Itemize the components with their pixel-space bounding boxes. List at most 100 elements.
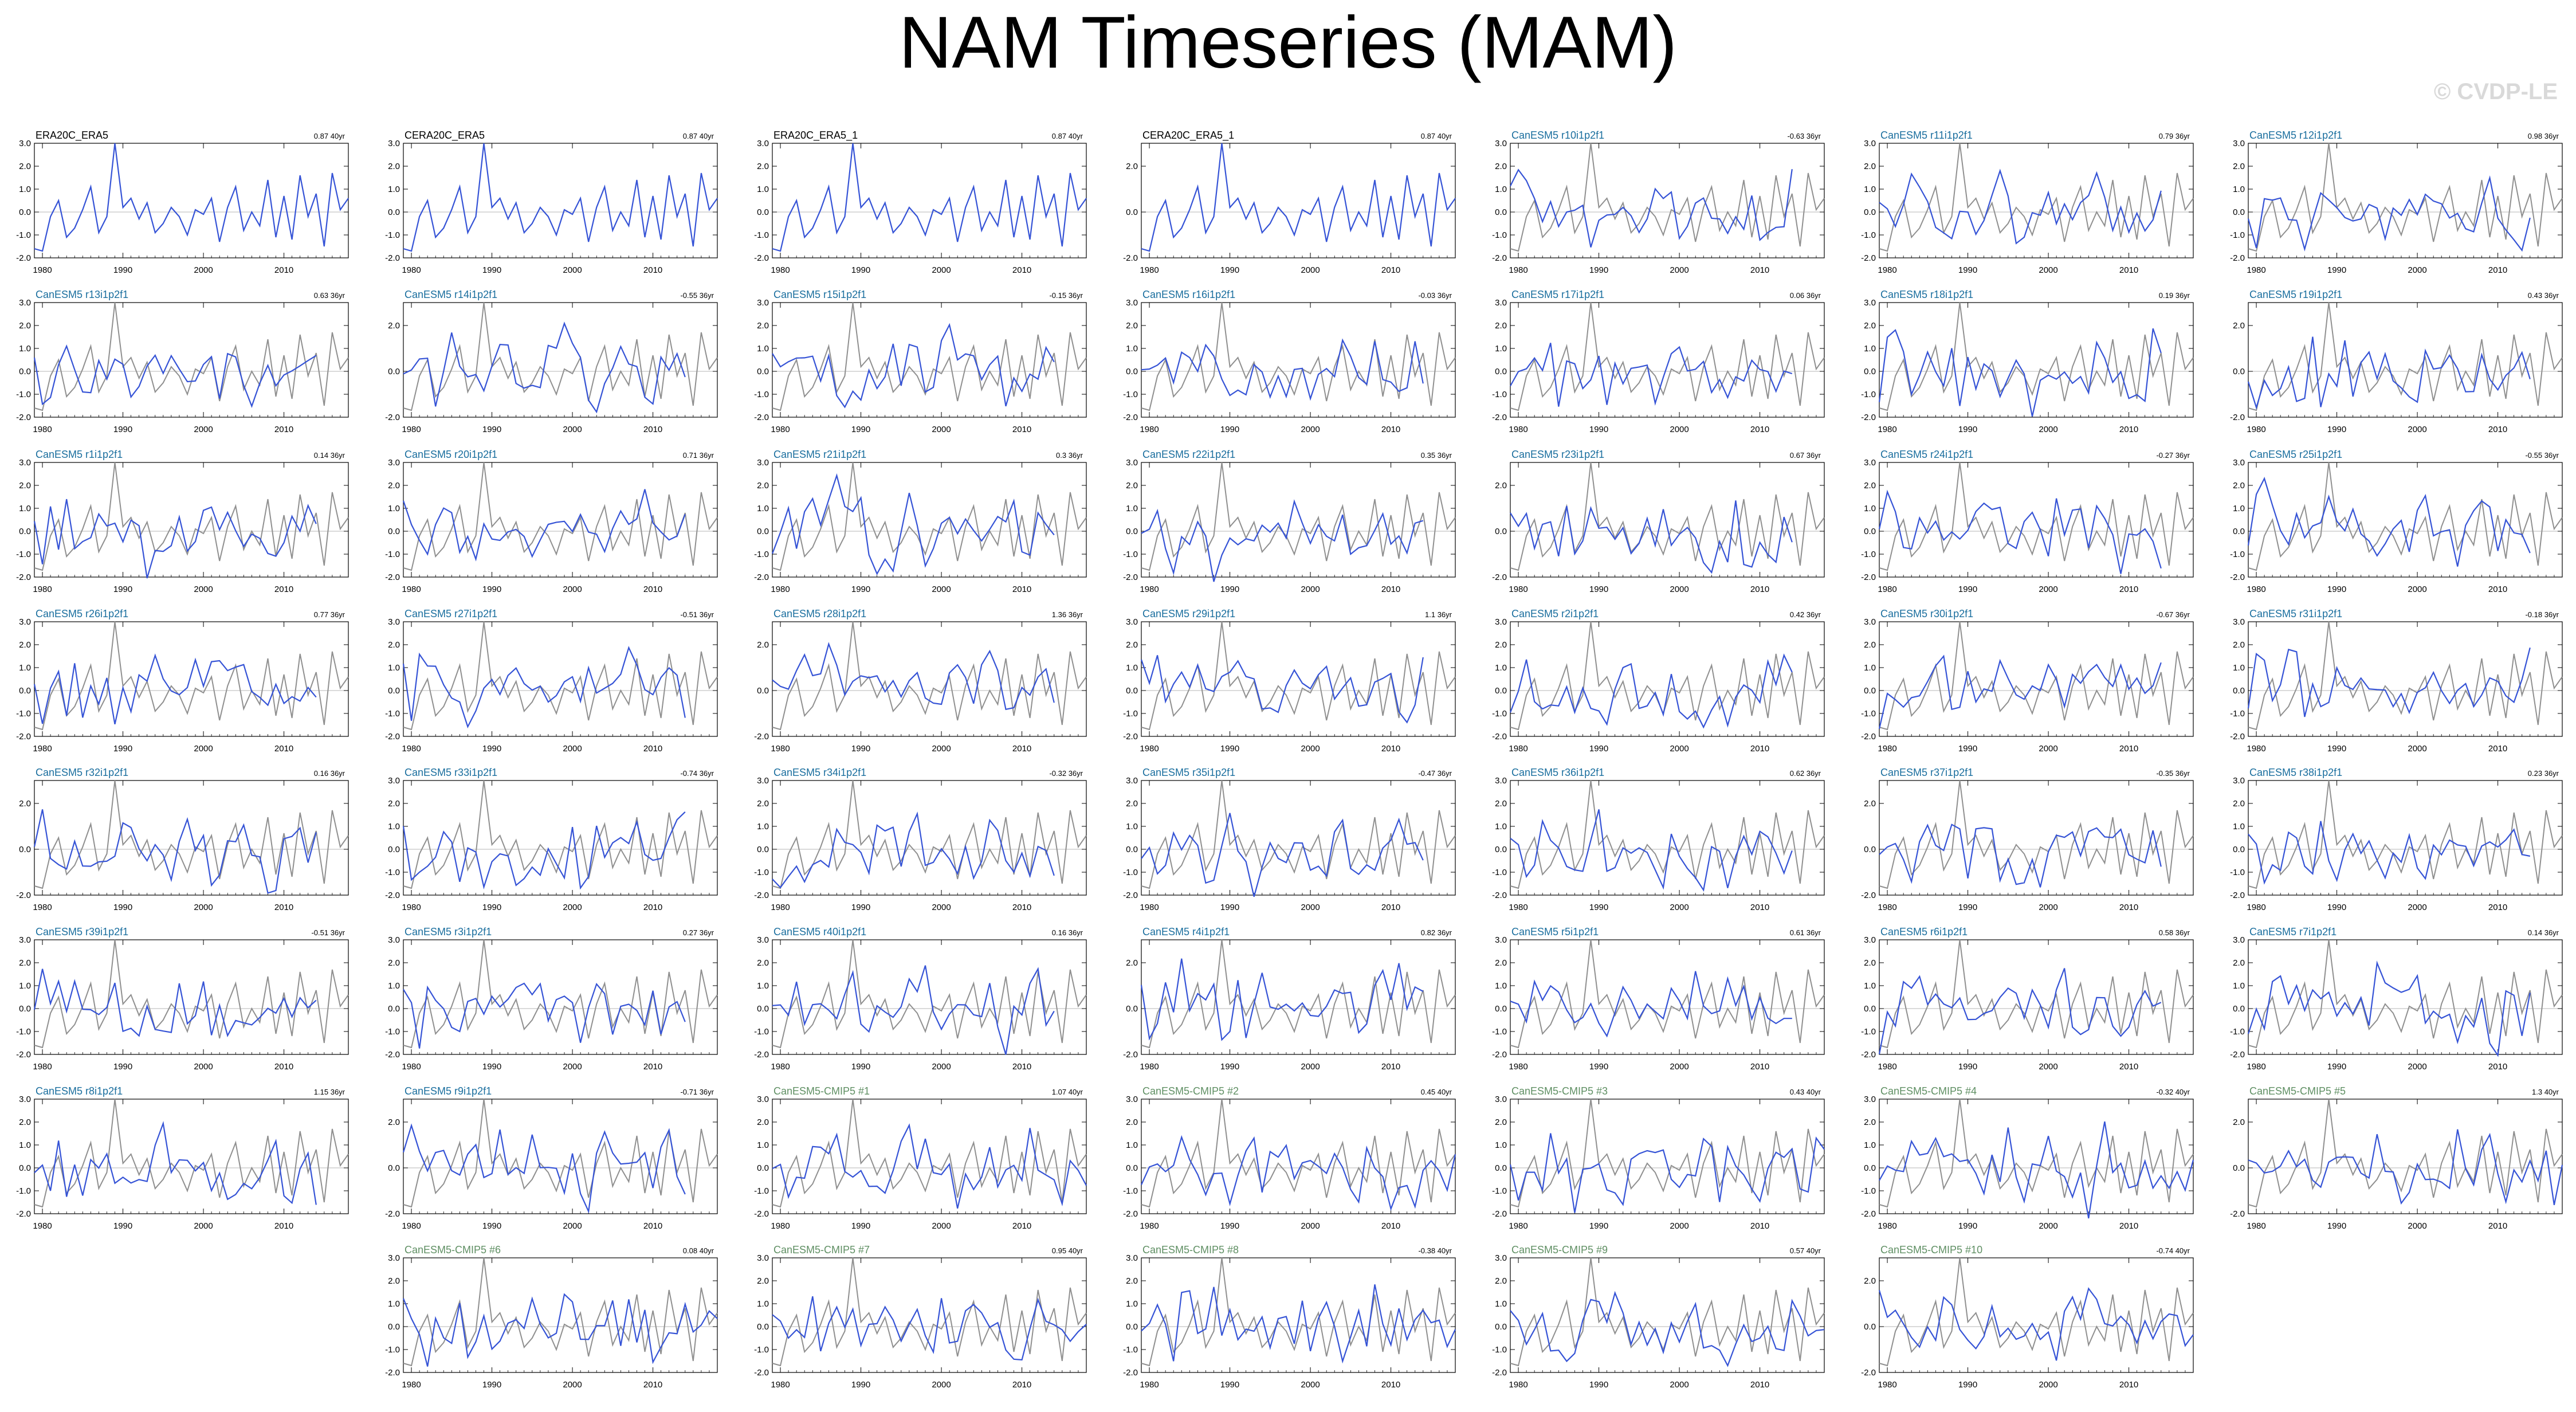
panel: CanESM5 r22i1p2f1 0.35 36yr 3.0 2.0 1.0 0.0 -1… <box>1123 449 1456 594</box>
y-tick-label: 1.0 <box>1495 185 1507 194</box>
x-tick-label: 1990 <box>113 585 132 594</box>
y-tick-label: -2.0 <box>16 1209 31 1219</box>
y-tick-label: 1.0 <box>388 504 400 513</box>
y-tick-label: 0.0 <box>1495 686 1507 696</box>
x-tick-label: 2000 <box>1670 585 1688 594</box>
y-tick-label: 1.0 <box>388 1299 400 1309</box>
panel-title: CanESM5 r33i1p2f1 <box>405 767 497 778</box>
x-tick-label: 2000 <box>1301 744 1320 754</box>
x-tick-label: 1980 <box>2247 903 2265 912</box>
y-tick-label: 0.0 <box>1864 1322 1876 1332</box>
y-tick-label: -2.0 <box>1123 413 1138 422</box>
y-tick-label: 2.0 <box>1126 321 1138 331</box>
y-tick-label: 2.0 <box>1495 321 1507 331</box>
y-tick-label: 0.0 <box>1495 1004 1507 1014</box>
x-tick-label: 2000 <box>932 265 951 275</box>
panel: CanESM5 r15i1p2f1 -0.15 36yr 3.0 2.0 1.0 0.0 -… <box>754 289 1087 434</box>
series-line <box>2248 821 2531 885</box>
y-tick-label: 2.0 <box>1495 799 1507 809</box>
y-tick-label: 3.0 <box>1126 1253 1138 1263</box>
panel-trend: 0.14 36yr <box>314 451 345 460</box>
y-tick-label: -2.0 <box>754 253 769 263</box>
observed-line <box>403 939 718 1049</box>
plot-frame <box>2248 1099 2563 1214</box>
series-line <box>1141 143 1456 252</box>
plot-frame <box>1141 1257 1456 1373</box>
y-tick-label: 2.0 <box>388 958 400 968</box>
panel-trend: -0.74 36yr <box>680 769 714 778</box>
panel-trend: 0.82 36yr <box>1421 928 1452 937</box>
panel-title: CanESM5 r6i1p2f1 <box>1880 926 1968 938</box>
plot-frame <box>403 1099 718 1214</box>
panel: CanESM5 r2i1p2f1 0.42 36yr 3.0 2.0 1.0 0.0 -1.… <box>1492 608 1825 754</box>
y-tick-label: -2.0 <box>1492 413 1507 422</box>
panel: CanESM5 r24i1p2f1 -0.27 36yr 3.0 2.0 1.0 0.0 -… <box>1861 449 2194 594</box>
x-tick-label: 2010 <box>1012 425 1031 434</box>
plot-frame <box>403 462 718 578</box>
x-tick-label: 1980 <box>1878 903 1896 912</box>
panel: CanESM5 r10i1p2f1 -0.63 36yr 3.0 2.0 1.0 0.0 -… <box>1492 130 1825 275</box>
panel: CanESM5-CMIP5 #3 0.43 40yr 3.0 2.0 1.0 0.0 -1.… <box>1492 1085 1825 1231</box>
watermark: © CVDP-LE <box>2433 79 2558 104</box>
y-tick-label: -2.0 <box>385 732 400 742</box>
y-tick-label: 0.0 <box>388 686 400 696</box>
panel-title: CanESM5-CMIP5 #8 <box>1142 1244 1239 1256</box>
x-tick-label: 2000 <box>1301 425 1320 434</box>
y-tick-label: 0.0 <box>757 1163 769 1173</box>
y-tick-label: 2.0 <box>1864 958 1876 968</box>
y-tick-label: 3.0 <box>1495 776 1507 786</box>
y-tick-label: -2.0 <box>754 732 769 742</box>
y-tick-label: 1.0 <box>1495 822 1507 831</box>
series-line <box>403 321 686 414</box>
y-tick-label: 1.0 <box>388 185 400 194</box>
panel: CanESM5-CMIP5 #1 1.07 40yr 3.0 2.0 1.0 0.0 -1.… <box>754 1085 1087 1231</box>
y-tick-label: 1.0 <box>757 1299 769 1309</box>
x-tick-label: 1980 <box>402 744 421 754</box>
panel: CanESM5 r40i1p2f1 0.16 36yr 3.0 2.0 1.0 0.0 -1… <box>754 926 1087 1072</box>
x-tick-label: 2000 <box>1670 744 1688 754</box>
panel-trend: 1.1 36yr <box>1425 610 1452 619</box>
y-tick-label: -2.0 <box>385 253 400 263</box>
plot-frame <box>403 780 718 896</box>
plot-frame <box>34 302 349 418</box>
panel-trend: 0.87 40yr <box>1421 132 1452 140</box>
x-tick-label: 2000 <box>1670 1062 1688 1072</box>
y-tick-label: -1.0 <box>16 1027 31 1037</box>
panel-title: CanESM5 r35i1p2f1 <box>1142 767 1235 778</box>
plot-frame <box>34 780 349 896</box>
x-tick-label: 2010 <box>1750 1380 1769 1390</box>
series-line <box>1509 1133 1825 1213</box>
panel-trend: -0.47 36yr <box>1418 769 1452 778</box>
y-tick-label: 0.0 <box>757 207 769 217</box>
y-tick-label: 0.0 <box>2233 367 2245 376</box>
y-tick-label: 2.0 <box>19 799 31 809</box>
y-tick-label: 3.0 <box>1495 1095 1507 1104</box>
x-tick-label: 1990 <box>1220 1221 1239 1231</box>
plot-frame <box>1141 621 1456 737</box>
x-tick-label: 1990 <box>113 1062 132 1072</box>
series-line <box>33 653 317 725</box>
y-tick-label: 3.0 <box>19 298 31 308</box>
y-tick-label: 0.0 <box>1495 1322 1507 1332</box>
panel-title: CanESM5 r40i1p2f1 <box>773 926 866 938</box>
panel-title: CanESM5 r2i1p2f1 <box>1511 608 1599 619</box>
series-line <box>771 473 1055 575</box>
x-tick-label: 1990 <box>113 903 132 912</box>
x-tick-label: 1990 <box>1220 903 1239 912</box>
x-tick-label: 2010 <box>1750 425 1769 434</box>
y-tick-label: 2.0 <box>2233 321 2245 331</box>
panel: CanESM5 r18i1p2f1 0.19 36yr 3.0 2.0 1.0 0.0 -1… <box>1861 289 2194 434</box>
panel-trend: 1.07 40yr <box>1052 1088 1083 1096</box>
series-line <box>2247 647 2531 717</box>
series-line <box>1140 1135 1456 1211</box>
y-tick-label: -1.0 <box>16 1186 31 1196</box>
y-tick-label: -1.0 <box>385 1027 400 1037</box>
y-tick-label: 1.0 <box>757 344 769 354</box>
series-line <box>772 1296 1087 1361</box>
y-tick-label: -2.0 <box>1861 253 1876 263</box>
x-tick-label: 2010 <box>1381 1221 1400 1231</box>
plot-frame <box>1879 302 2194 418</box>
plot-frame <box>1879 1099 2194 1214</box>
y-tick-label: 3.0 <box>388 458 400 468</box>
